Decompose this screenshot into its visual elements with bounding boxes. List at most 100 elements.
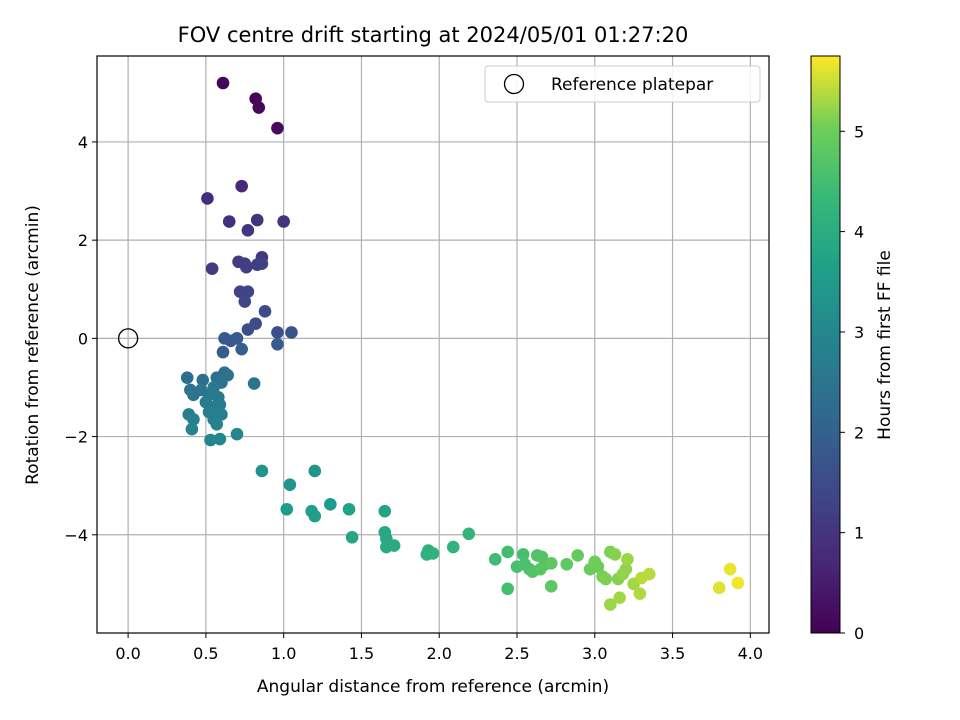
scatter-point: [712, 581, 726, 595]
scatter-point: [252, 101, 266, 114]
scatter-point: [571, 549, 584, 562]
scatter-point: [213, 398, 227, 411]
scatter-point: [516, 548, 530, 561]
scatter-point: [204, 433, 217, 447]
scatter-point: [446, 540, 460, 554]
chart-title: FOV centre drift starting at 2024/05/01 …: [178, 23, 689, 47]
scatter-point: [544, 580, 558, 593]
x-tick-label: 4.0: [738, 644, 763, 663]
y-tick-label: 4: [78, 133, 88, 152]
scatter-point: [731, 576, 745, 590]
colorbar-tick-label: 1: [854, 524, 864, 543]
scatter-point: [216, 76, 230, 90]
scatter-point: [240, 260, 253, 274]
scatter-point: [235, 342, 248, 356]
scatter-point: [271, 337, 284, 351]
reference-marker-layer: [117, 328, 139, 349]
scatter-point: [235, 179, 248, 193]
y-axis-ticks: −4 −2 0 2 4: [64, 133, 97, 545]
scatter-point: [345, 530, 359, 544]
colorbar-tick-label: 2: [854, 423, 864, 442]
scatter-point: [621, 553, 634, 566]
x-tick-label: 1.5: [349, 644, 374, 663]
scatter-point: [201, 192, 214, 205]
colorbar-tick-label: 3: [854, 323, 864, 342]
x-tick-label: 2.5: [504, 644, 529, 663]
scatter-point: [241, 323, 255, 336]
scatter-points: [180, 76, 745, 611]
scatter-point: [213, 432, 227, 446]
scatter-point: [426, 547, 440, 560]
colorbar-tick-label: 0: [854, 624, 864, 643]
scatter-point: [534, 562, 547, 576]
x-tick-label: 2.0: [426, 644, 451, 663]
scatter-point: [488, 553, 502, 566]
scatter-point: [613, 591, 626, 604]
y-axis-label: Rotation from reference (arcmin): [23, 205, 43, 485]
scatter-point: [230, 332, 244, 345]
x-axis-label: Angular distance from reference (arcmin): [257, 677, 609, 697]
scatter-point: [380, 540, 393, 554]
scatter-point: [258, 305, 272, 318]
scatter-point: [255, 464, 269, 478]
scatter-point: [501, 545, 514, 559]
scatter-point: [283, 478, 297, 491]
scatter-point: [241, 285, 255, 299]
scatter-point: [308, 464, 322, 478]
x-tick-label: 0.5: [193, 644, 218, 663]
colorbar-label: Hours from first FF file: [875, 250, 895, 440]
scatter-point: [187, 413, 200, 426]
scatter-point: [241, 224, 255, 237]
scatter-point: [222, 215, 236, 228]
scatter-point: [723, 562, 737, 576]
colorbar-tick-label: 4: [854, 223, 864, 242]
scatter-point: [501, 582, 514, 596]
x-tick-label: 1.0: [271, 644, 296, 663]
colorbar-tick-label: 5: [854, 122, 864, 141]
scatter-point: [285, 326, 298, 339]
scatter-point: [255, 257, 269, 271]
scatter-point: [247, 377, 261, 390]
y-tick-label: −2: [64, 428, 88, 447]
scatter-point: [196, 373, 210, 387]
scatter-point: [271, 326, 284, 339]
scatter-point: [205, 262, 219, 275]
scatter-point: [277, 215, 290, 228]
legend-entry-reference: Reference platepar: [551, 75, 713, 95]
scatter-point: [462, 527, 476, 541]
reference-point-marker: [117, 328, 139, 349]
scatter-point: [633, 587, 647, 601]
scatter-point: [230, 427, 244, 441]
scatter-point: [207, 381, 220, 394]
legend-box: [484, 65, 761, 103]
scatter-point: [216, 345, 230, 359]
scatter-point: [238, 295, 252, 308]
colorbar-ticks: 0 1 2 3 4 5: [840, 122, 864, 643]
scatter-point: [180, 371, 194, 384]
scatter-point: [271, 121, 284, 135]
legend: Reference platepar: [484, 65, 761, 103]
plot-frame: [96, 55, 770, 634]
scatter-point: [280, 502, 294, 516]
scatter-point: [250, 213, 264, 227]
y-tick-label: −4: [64, 526, 88, 545]
scatter-point: [342, 502, 356, 516]
scatter-point: [378, 504, 392, 518]
colorbar: 0 1 2 3 4 5 Hours from first FF file: [810, 55, 895, 643]
scatter-point: [608, 548, 622, 561]
scatter-point: [642, 567, 656, 581]
x-axis-ticks: 0.0 0.5 1.0 1.5 2.0 2.5 3.0 3.5 4.0: [115, 633, 763, 663]
scatter-point: [599, 572, 612, 586]
colorbar-gradient: [810, 55, 841, 634]
scatter-point: [560, 557, 574, 571]
scatter-point: [324, 498, 337, 511]
scatter-point: [544, 556, 558, 570]
scatter-point: [619, 562, 633, 576]
x-tick-label: 3.5: [660, 644, 685, 663]
y-tick-label: 2: [78, 231, 88, 250]
scatter-point: [604, 598, 617, 611]
x-tick-label: 3.0: [582, 644, 607, 663]
scatter-point: [210, 417, 224, 431]
scatter-point: [308, 509, 322, 523]
